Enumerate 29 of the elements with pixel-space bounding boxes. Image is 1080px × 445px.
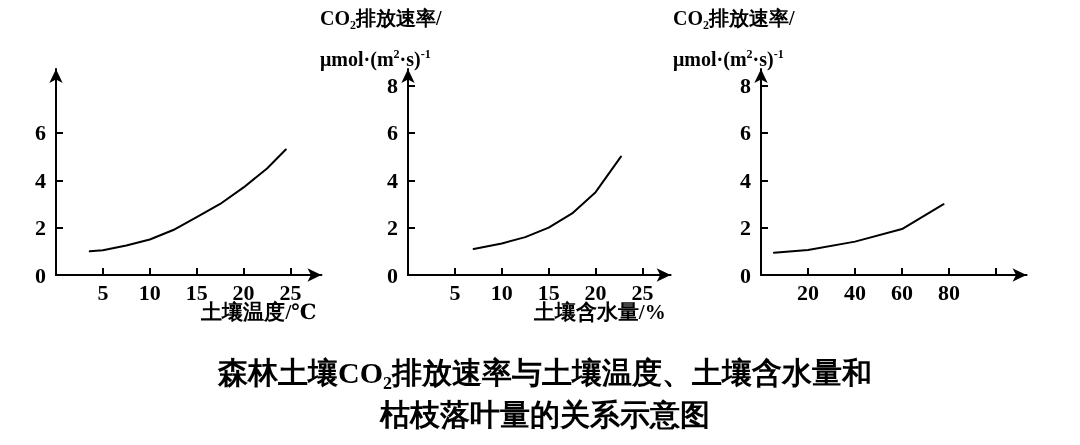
line-series	[88, 148, 287, 253]
y-tick-label: 0	[387, 262, 398, 288]
y-tick-label: 6	[387, 120, 398, 146]
y-axis-title: CO₂排放速率/μmol·(m$^{2}$·s)$^{-1}$	[320, 7, 442, 70]
y-tick-label: 4	[740, 167, 751, 193]
y-tick-label: 8	[387, 73, 398, 99]
x-tick-label: 10	[138, 279, 161, 305]
text: 森林土壤CO₂排放速率与土壤温度、土壤含水量和枯枝落叶量的关系示意图	[217, 355, 873, 433]
y-tick-label: 2	[387, 215, 398, 241]
x-tick-label: 40	[844, 279, 866, 305]
y-tick-label: 4	[387, 167, 398, 193]
y-tick-label: 0	[740, 262, 751, 288]
line-series	[472, 155, 622, 250]
y-tick-label: 2	[35, 215, 46, 241]
x-tick-label: 80	[938, 279, 960, 305]
y-tick-label: 2	[740, 215, 751, 241]
y-tick-label: 6	[35, 120, 46, 146]
x-tick-label: 5	[449, 279, 461, 305]
x-tick-label: 20	[797, 279, 819, 305]
y-tick-label: 6	[740, 120, 751, 146]
y-tick-label: 8	[740, 73, 751, 99]
line-series	[772, 203, 945, 254]
x-tick-label: 15	[185, 279, 208, 305]
x-tick-label: 60	[891, 279, 913, 305]
y-tick-label: 0	[35, 262, 46, 288]
y-tick-label: 4	[35, 167, 46, 193]
x-tick-label: 10	[490, 279, 513, 305]
x-tick-label: 5	[97, 279, 109, 305]
y-axis-title: CO₂排放速率/μmol·(m$^{2}$·s)$^{-1}$	[673, 7, 795, 70]
